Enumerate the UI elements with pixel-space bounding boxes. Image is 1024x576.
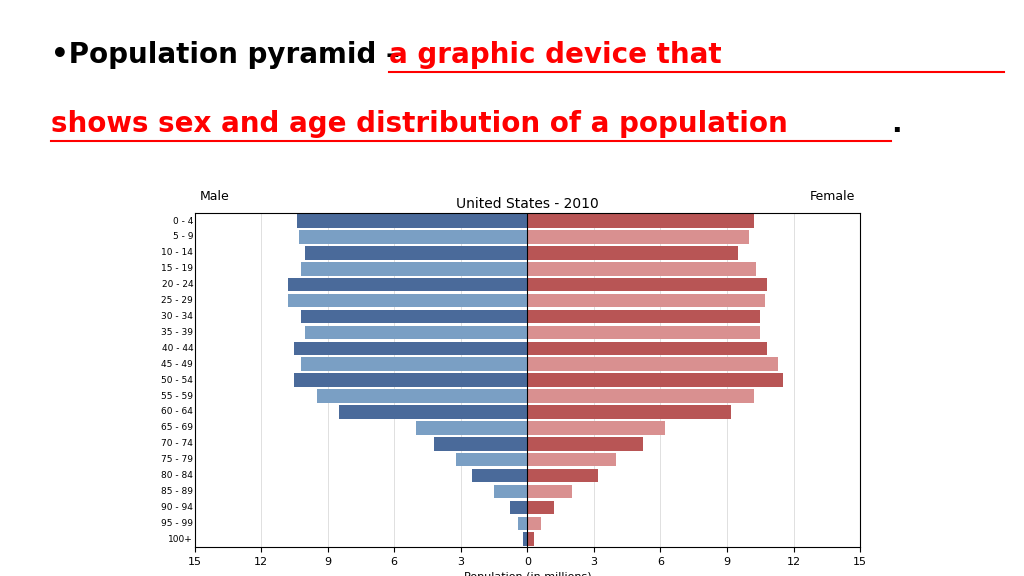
Bar (527, 342, 767, 355)
Bar (301, 262, 527, 275)
Bar (316, 389, 527, 403)
Bar (527, 246, 738, 260)
Bar (523, 532, 527, 546)
Bar (527, 294, 765, 308)
Bar (339, 406, 527, 419)
Text: .: . (891, 110, 901, 138)
Text: Male: Male (200, 190, 229, 203)
Bar (518, 517, 527, 530)
Bar (305, 325, 527, 339)
Bar (527, 532, 535, 546)
Bar (527, 262, 756, 275)
Bar (295, 373, 527, 387)
Bar (527, 517, 541, 530)
X-axis label: Population (in millions): Population (in millions) (464, 573, 591, 576)
Text: shows sex and age distribution of a population: shows sex and age distribution of a popu… (51, 110, 787, 138)
Bar (527, 373, 782, 387)
Bar (527, 437, 643, 450)
Bar (305, 246, 527, 260)
Bar (288, 294, 527, 308)
Bar (527, 278, 767, 291)
Bar (527, 389, 754, 403)
Title: United States - 2010: United States - 2010 (456, 196, 599, 211)
Bar (527, 501, 554, 514)
Text: a graphic device that: a graphic device that (389, 41, 722, 69)
Bar (301, 358, 527, 371)
Bar (510, 501, 527, 514)
Bar (288, 278, 527, 291)
Text: •Population pyramid –: •Population pyramid – (51, 41, 410, 69)
Text: Female: Female (810, 190, 855, 203)
Bar (527, 325, 761, 339)
Bar (527, 453, 616, 467)
Bar (527, 469, 598, 482)
Bar (472, 469, 527, 482)
Bar (495, 485, 527, 498)
Bar (527, 485, 571, 498)
Bar (417, 421, 527, 435)
Bar (527, 421, 665, 435)
Bar (297, 214, 527, 228)
Bar (527, 230, 750, 244)
Bar (295, 342, 527, 355)
Bar (527, 358, 778, 371)
Bar (299, 230, 527, 244)
Bar (527, 310, 761, 323)
Bar (457, 453, 527, 467)
Bar (301, 310, 527, 323)
Bar (527, 406, 731, 419)
Bar (527, 214, 754, 228)
Bar (434, 437, 527, 450)
